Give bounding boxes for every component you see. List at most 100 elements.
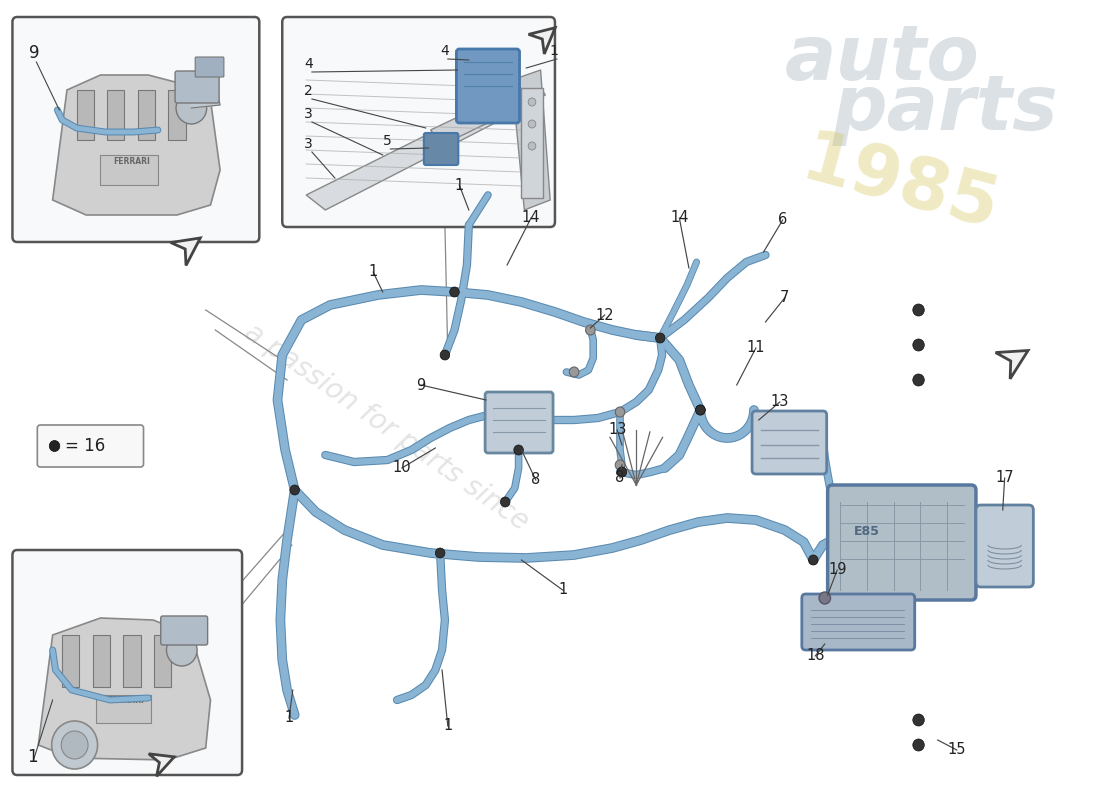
Text: 1: 1 [558,582,568,598]
Text: = 16: = 16 [65,437,106,455]
Text: 3: 3 [305,137,314,151]
Text: 4: 4 [305,57,314,71]
Circle shape [528,142,536,150]
Text: 8: 8 [531,473,540,487]
Text: 15: 15 [947,742,966,758]
FancyBboxPatch shape [485,392,553,453]
Text: 7: 7 [780,290,790,306]
Text: a passion for parts since: a passion for parts since [239,318,534,536]
Text: 1: 1 [549,44,558,58]
Text: 19: 19 [828,562,847,578]
Circle shape [166,634,197,666]
Text: 1: 1 [26,748,37,766]
Text: 1: 1 [368,265,377,279]
Polygon shape [996,350,1028,379]
Circle shape [913,339,924,351]
Polygon shape [53,75,220,215]
Bar [123,635,141,687]
FancyBboxPatch shape [195,57,224,77]
Bar [92,635,110,687]
Bar [521,88,542,198]
Text: 9: 9 [29,44,40,62]
Text: FERRARI: FERRARI [113,157,150,166]
Circle shape [808,555,818,565]
Text: 14: 14 [521,210,540,226]
FancyBboxPatch shape [752,411,827,474]
FancyBboxPatch shape [12,17,260,242]
Bar [96,695,151,723]
Text: E85: E85 [854,525,879,538]
FancyBboxPatch shape [37,425,143,467]
FancyBboxPatch shape [424,133,459,165]
Circle shape [656,333,666,343]
Text: 8: 8 [615,470,625,486]
Circle shape [450,287,460,297]
Text: 14: 14 [670,210,689,226]
Bar [154,635,172,687]
Polygon shape [512,70,550,210]
Circle shape [52,721,98,769]
Circle shape [514,445,524,455]
FancyBboxPatch shape [161,616,208,645]
Bar [138,90,155,140]
Polygon shape [529,28,556,54]
Text: 1: 1 [443,718,452,734]
Bar [107,90,124,140]
Circle shape [436,548,444,558]
Polygon shape [148,754,174,776]
Polygon shape [430,80,546,145]
Text: 13: 13 [608,422,626,438]
Text: 18: 18 [806,649,825,663]
Text: 13: 13 [771,394,789,410]
Circle shape [913,374,924,386]
Text: 17: 17 [996,470,1014,486]
Circle shape [528,120,536,128]
Circle shape [50,441,59,451]
Text: 2: 2 [305,84,314,98]
Text: 3: 3 [305,107,314,121]
Circle shape [913,714,924,726]
FancyBboxPatch shape [175,71,219,103]
Circle shape [500,497,510,507]
Bar [100,155,158,185]
Circle shape [528,98,536,106]
FancyBboxPatch shape [827,485,976,600]
FancyBboxPatch shape [283,17,556,227]
Circle shape [440,350,450,360]
Text: 1: 1 [454,178,464,193]
Circle shape [615,407,625,417]
Polygon shape [170,238,200,266]
Text: 10: 10 [393,461,411,475]
Bar [77,90,94,140]
Text: 9: 9 [417,378,426,393]
Text: 1985: 1985 [794,126,1006,245]
Bar [168,90,186,140]
Text: 6: 6 [778,213,788,227]
Polygon shape [39,618,210,760]
Text: parts: parts [833,72,1058,146]
FancyBboxPatch shape [456,49,519,123]
Bar [63,635,79,687]
Text: FERRARI: FERRARI [107,696,144,705]
Text: 4: 4 [440,44,449,58]
Circle shape [913,739,924,751]
Text: 11: 11 [747,341,766,355]
Polygon shape [306,90,536,210]
Circle shape [176,92,207,124]
Text: 12: 12 [595,307,614,322]
Circle shape [617,467,627,477]
Circle shape [615,460,625,470]
Circle shape [695,405,705,415]
Circle shape [585,325,595,335]
Circle shape [570,367,579,377]
Text: auto: auto [784,22,979,96]
Circle shape [290,485,299,495]
Circle shape [62,731,88,759]
Circle shape [820,592,830,604]
Circle shape [913,304,924,316]
FancyBboxPatch shape [802,594,915,650]
Polygon shape [187,85,220,108]
Text: 1: 1 [284,710,294,726]
FancyBboxPatch shape [976,505,1033,587]
Circle shape [695,405,705,415]
